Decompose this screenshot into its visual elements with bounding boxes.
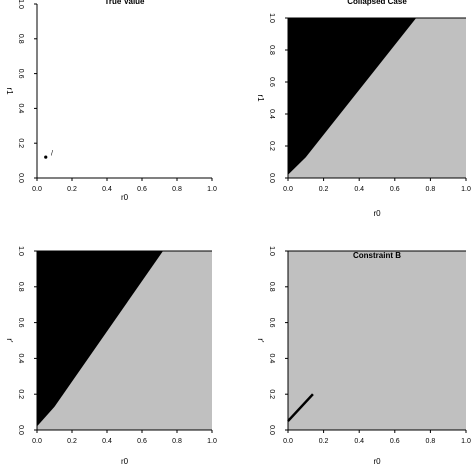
y-tick-label-5: 0.8 (17, 282, 24, 292)
x-tick-label-3: 0.4 (354, 186, 364, 193)
x-tick-label-6: 1.0 (207, 186, 217, 193)
y-tick-label-4: 0.6 (268, 318, 275, 328)
x-tick-label-2: 0.2 (67, 438, 77, 445)
y-tick-label-1: 0.0 (17, 425, 24, 435)
x-tick-label-1: 0.0 (283, 438, 293, 445)
x-tick-label-6: 1.0 (461, 186, 471, 193)
panel-title: Constraint B (353, 251, 401, 260)
x-tick-label-2: 0.2 (319, 438, 329, 445)
y-tick-label-5: 0.8 (268, 282, 275, 292)
y-tick-label-1: 0.0 (268, 173, 275, 183)
y-tick-label-6: 1.0 (268, 13, 275, 23)
x-tick-label-3: 0.4 (102, 186, 112, 193)
x-tick-label-5: 0.8 (426, 438, 436, 445)
feasible-sliver (287, 393, 314, 422)
x-tick-label-1: 0.0 (283, 186, 293, 193)
y-tick-label-4: 0.6 (17, 318, 24, 328)
x-tick-label-6: 1.0 (461, 438, 471, 445)
y-tick-label-2: 0.2 (17, 138, 24, 148)
y-tick-label-2: 0.2 (17, 389, 24, 399)
y-tick-label-6: 1.0 (268, 246, 275, 256)
x-tick-label-5: 0.8 (172, 186, 182, 193)
feasible-region (288, 251, 466, 430)
y-tick-label-4: 0.6 (268, 77, 275, 87)
x-axis-label: r0 (121, 457, 129, 466)
y-tick-label-5: 0.8 (268, 45, 275, 55)
annotation-1: / (51, 150, 53, 157)
panel-title: Collapsed Case (347, 0, 407, 6)
x-tick-label-5: 0.8 (426, 186, 436, 193)
x-tick-label-6: 1.0 (207, 438, 217, 445)
x-axis-label: r0 (373, 209, 381, 218)
panel-3: 0.0 0.2 0.4 0.6 0.8 1.0 0.0 0.2 0.4 0.6 0.8 1.0 Cons… (5, 246, 217, 466)
y-tick-label-1: 0.0 (268, 425, 275, 435)
x-tick-label-4: 0.6 (390, 186, 400, 193)
x-tick-label-1: 0.0 (32, 186, 42, 193)
panel-title: Constraint A (101, 251, 149, 260)
y-axis-label: r' (5, 338, 14, 343)
y-tick-label-2: 0.2 (268, 141, 275, 151)
y-tick-label-6: 1.0 (17, 246, 24, 256)
x-axis-label: r0 (373, 457, 381, 466)
y-tick-label-5: 0.8 (17, 34, 24, 44)
y-axis-label: r1 (256, 94, 265, 102)
x-tick-label-5: 0.8 (172, 438, 182, 445)
region-above-boundary (288, 18, 417, 175)
panel-4: 0.0 0.2 0.4 0.6 0.8 1.0 0.0 0.2 0.4 0.6 0.8 1.0 Cons… (256, 246, 471, 466)
y-axis-label: r1 (5, 87, 14, 95)
x-tick-label-1: 0.0 (32, 438, 42, 445)
x-tick-label-4: 0.6 (137, 186, 147, 193)
y-tick-label-6: 1.0 (17, 0, 24, 9)
panel-title: True Value (104, 0, 145, 6)
x-tick-label-4: 0.6 (390, 438, 400, 445)
y-axis-label: r' (256, 338, 265, 343)
y-tick-label-1: 0.0 (17, 173, 24, 183)
panel-1: / 0.0 0.2 0.4 0.6 0.8 1.0 0.0 0.2 0.4 0.6 0.8 1.0 Tru… (5, 0, 217, 202)
x-tick-label-2: 0.2 (67, 186, 77, 193)
x-tick-label-4: 0.6 (137, 438, 147, 445)
panel-2: 0.0 0.2 0.4 0.6 0.8 1.0 0.0 0.2 0.4 0.6 0.8 1.0 Coll… (256, 0, 471, 218)
region-above-boundary (37, 251, 163, 427)
y-tick-label-4: 0.6 (17, 69, 24, 79)
y-tick-label-3: 0.4 (268, 354, 275, 364)
y-tick-label-3: 0.4 (17, 104, 24, 114)
y-tick-label-2: 0.2 (268, 389, 275, 399)
x-axis-label: r0 (121, 193, 129, 202)
x-tick-label-3: 0.4 (354, 438, 364, 445)
y-tick-label-3: 0.4 (17, 354, 24, 364)
x-tick-label-2: 0.2 (319, 186, 329, 193)
x-tick-label-3: 0.4 (102, 438, 112, 445)
y-tick-label-3: 0.4 (268, 109, 275, 119)
data-point-1 (44, 155, 48, 159)
